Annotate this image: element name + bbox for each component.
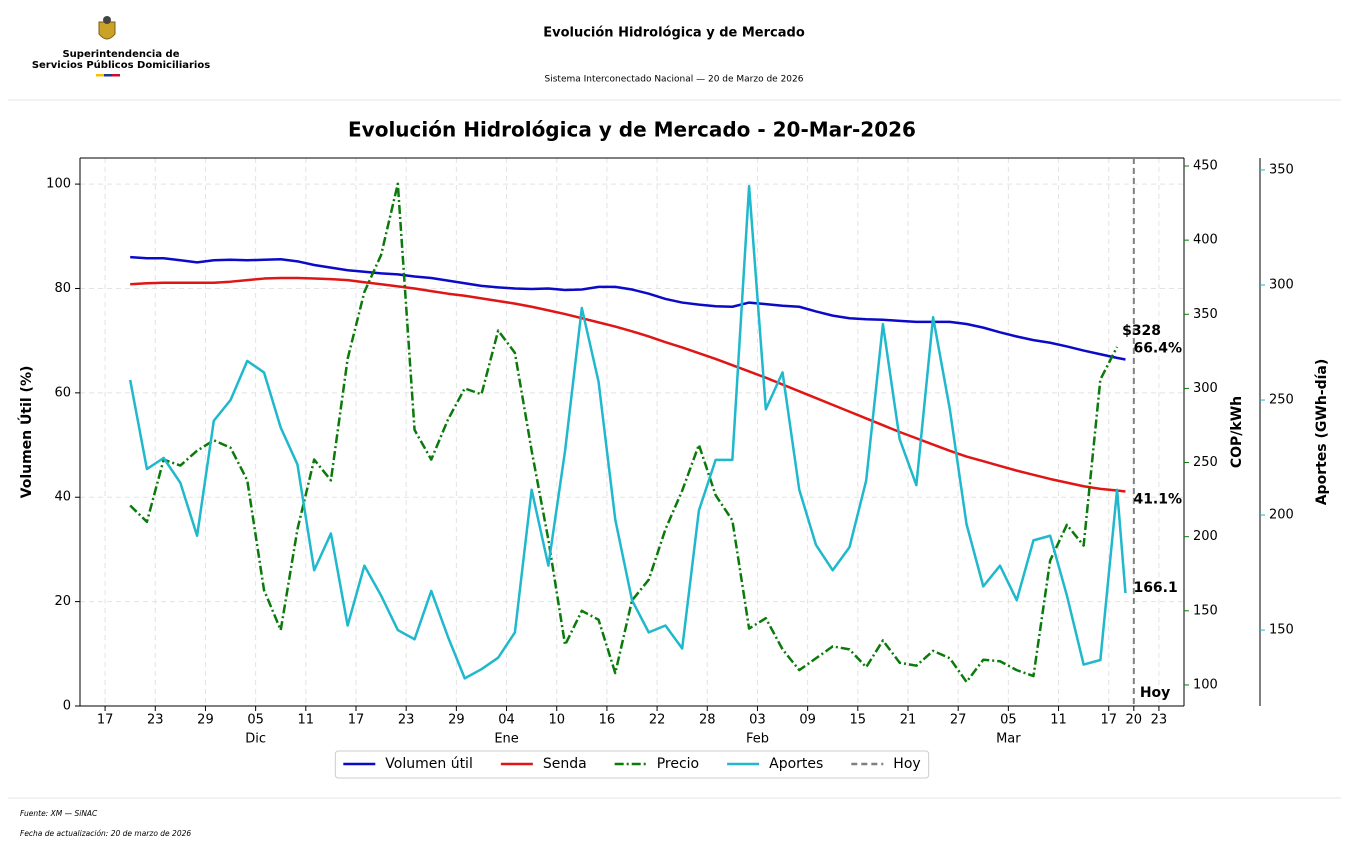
y2-axis-label: COP/kWh	[1229, 396, 1245, 468]
y3-axis-label: Aportes (GWh-día)	[1314, 359, 1330, 506]
y-tick-label: 80	[54, 281, 71, 296]
y3-tick-label: 200	[1269, 508, 1294, 523]
today-label: Hoy	[1140, 685, 1170, 701]
y-tick-label: 0	[63, 699, 71, 714]
x-tick-label: 11	[1050, 713, 1067, 728]
x-tick-label: 16	[599, 713, 616, 728]
x-tick-label: 23	[147, 713, 164, 728]
x-tick-label: 04	[498, 713, 515, 728]
x-tick-label: 29	[448, 713, 465, 728]
legend-label: Precio	[657, 756, 699, 772]
chart-title: Evolución Hidrológica y de Mercado - 20-…	[348, 118, 916, 142]
y-tick-label: 20	[54, 594, 71, 609]
y2-tick-label: 250	[1193, 455, 1218, 470]
y2-tick-label: 350	[1193, 307, 1218, 322]
series-line	[129, 182, 1119, 684]
x-tick-label: 28	[699, 713, 716, 728]
x-tick-label: 17	[97, 713, 114, 728]
x-tick-label: 15	[850, 713, 867, 728]
y3-tick-label: 250	[1269, 393, 1294, 408]
header-subtitle: Sistema Interconectado Nacional — 20 de …	[545, 75, 804, 85]
end-label: 41.1%	[1133, 491, 1182, 507]
x-tick-label: 11	[298, 713, 315, 728]
x-tick-label: 20	[1126, 713, 1143, 728]
legend-label: Volumen útil	[385, 756, 473, 772]
y-tick-label: 100	[46, 177, 71, 192]
x-month-label: Mar	[996, 732, 1021, 747]
end-label: 66.4%	[1133, 340, 1182, 356]
series-line	[130, 276, 1126, 493]
x-month-label: Feb	[746, 732, 769, 747]
y-axis-label: Volumen Útil (%)	[17, 366, 35, 499]
y2-tick-label: 150	[1193, 603, 1218, 618]
y-tick-label: 60	[54, 385, 71, 400]
end-label: $328	[1122, 323, 1161, 339]
legend-label: Hoy	[893, 756, 920, 772]
y-tick-label: 40	[54, 490, 71, 505]
x-tick-label: 22	[649, 713, 666, 728]
y2-tick-label: 100	[1193, 677, 1218, 692]
y2-tick-label: 450	[1193, 159, 1218, 174]
x-tick-label: 03	[749, 713, 766, 728]
x-tick-label: 23	[1151, 713, 1168, 728]
x-month-label: Ene	[494, 732, 518, 747]
header-title: Evolución Hidrológica y de Mercado	[543, 26, 805, 41]
org-name: Servicios Públicos Domiciliarios	[32, 59, 210, 71]
logo	[96, 16, 120, 77]
x-tick-label: 05	[1000, 713, 1017, 728]
x-tick-label: 23	[398, 713, 415, 728]
y2-tick-label: 200	[1193, 529, 1218, 544]
legend: Volumen útil Senda Precio Aportes Hoy	[334, 750, 930, 779]
x-tick-label: 29	[197, 713, 214, 728]
x-tick-label: 17	[1100, 713, 1117, 728]
end-label: 166.1	[1133, 580, 1177, 596]
series-line	[130, 255, 1126, 361]
org-name: Superintendencia de	[62, 49, 179, 60]
footer-source: Fuente: XM — SiNAC	[20, 809, 98, 818]
legend-label: Aportes	[769, 756, 823, 772]
x-tick-label: 17	[348, 713, 365, 728]
x-tick-label: 21	[900, 713, 917, 728]
x-tick-label: 05	[247, 713, 264, 728]
y3-tick-label: 350	[1269, 162, 1294, 177]
y2-tick-label: 400	[1193, 233, 1218, 248]
legend-label: Senda	[543, 756, 587, 772]
x-tick-label: 09	[799, 713, 816, 728]
footer-date: Fecha de actualización: 20 de marzo de 2…	[20, 829, 191, 838]
x-tick-label: 10	[548, 713, 565, 728]
x-month-label: Dic	[245, 732, 266, 747]
x-tick-label: 27	[950, 713, 967, 728]
y3-tick-label: 150	[1269, 623, 1294, 638]
y3-tick-label: 300	[1269, 277, 1294, 292]
series-line	[128, 184, 1127, 680]
y2-tick-label: 300	[1193, 381, 1218, 396]
